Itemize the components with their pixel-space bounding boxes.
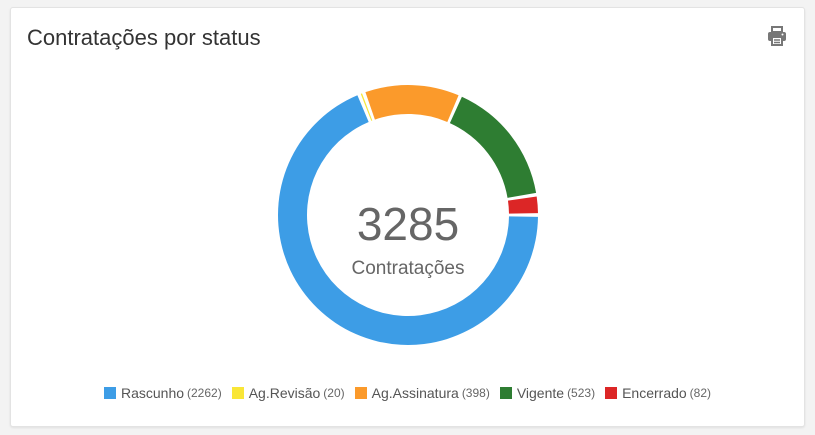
legend-label: Vigente bbox=[516, 385, 565, 401]
legend-swatch bbox=[231, 387, 244, 399]
donut-slice-encerrado[interactable] bbox=[507, 196, 538, 214]
legend-count: (2262) bbox=[187, 386, 222, 400]
legend-label: Encerrado bbox=[622, 385, 687, 401]
printer-icon bbox=[768, 26, 786, 46]
legend-count: (523) bbox=[567, 386, 596, 400]
center-total: 3285 bbox=[357, 198, 459, 250]
card-title: Contratações por status bbox=[27, 25, 261, 50]
legend-count: (398) bbox=[461, 386, 490, 400]
legend-count: (20) bbox=[323, 386, 345, 400]
legend-swatch bbox=[354, 387, 367, 399]
donut-slice-ag-assinatura[interactable] bbox=[365, 85, 459, 122]
legend-item-ag-revis-o[interactable]: Ag.Revisão (20) bbox=[231, 385, 345, 401]
legend-label: Ag.Assinatura bbox=[371, 385, 459, 401]
legend-label: Ag.Revisão bbox=[248, 385, 321, 401]
legend-item-encerrado[interactable]: Encerrado (82) bbox=[605, 385, 711, 401]
legend-item-rascunho[interactable]: Rascunho (2262) bbox=[103, 385, 222, 401]
legend-item-vigente[interactable]: Vigente (523) bbox=[499, 385, 596, 401]
legend-item-ag-assinatura[interactable]: Ag.Assinatura (398) bbox=[354, 385, 490, 401]
print-button[interactable] bbox=[765, 24, 789, 48]
legend-swatch bbox=[103, 387, 116, 399]
donut-slice-vigente[interactable] bbox=[449, 96, 537, 198]
chart-card: Contratações por status 3285 Contrataçõe… bbox=[10, 7, 805, 427]
chart-legend: Rascunho (2262) Ag.Revisão (20) Ag.Assinatur… bbox=[11, 385, 804, 401]
donut-chart: 3285 Contratações bbox=[278, 85, 538, 345]
legend-swatch bbox=[605, 387, 618, 399]
donut-slice-ag-revis-o[interactable] bbox=[360, 93, 373, 121]
legend-count: (82) bbox=[689, 386, 712, 400]
legend-swatch bbox=[499, 387, 512, 399]
donut-slices bbox=[278, 85, 538, 345]
legend-label: Rascunho bbox=[120, 385, 185, 401]
center-label: Contratações bbox=[351, 258, 464, 279]
